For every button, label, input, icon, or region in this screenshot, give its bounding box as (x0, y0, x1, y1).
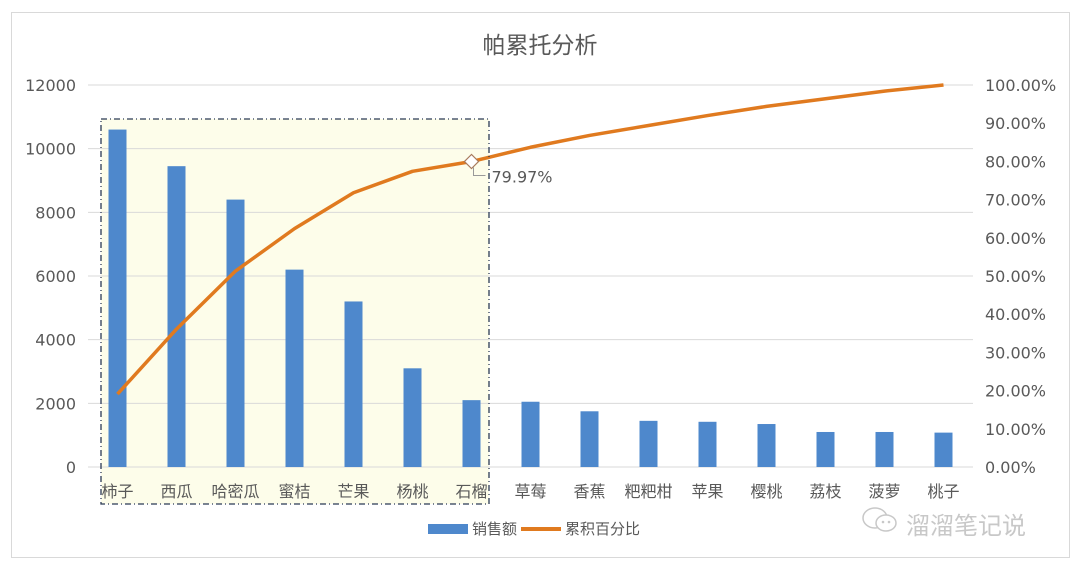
y-left-tick: 8000 (35, 203, 76, 222)
x-tick: 香蕉 (573, 482, 605, 501)
bar (344, 301, 363, 467)
x-tick: 蜜桔 (278, 482, 310, 501)
y-right-tick: 90.00% (985, 114, 1046, 133)
annotation-marker (463, 153, 480, 170)
y-right-tick: 30.00% (985, 343, 1046, 362)
legend-line-label: 累积百分比 (565, 520, 641, 538)
bar (639, 420, 658, 467)
highlight-border (100, 118, 490, 505)
bar (403, 368, 422, 467)
x-tick: 哈密瓜 (211, 482, 259, 501)
legend-bar-label: 销售额 (472, 520, 518, 538)
x-tick: 草莓 (514, 482, 546, 501)
bar (521, 401, 540, 467)
bar (285, 269, 304, 467)
bar (167, 166, 186, 468)
x-tick: 粑粑柑 (624, 482, 672, 501)
y-right-tick: 100.00% (985, 76, 1056, 95)
legend-line-swatch (521, 526, 562, 531)
bar (226, 199, 245, 467)
y-left-tick: 0 (66, 458, 76, 477)
bar (108, 129, 127, 468)
chart-title: 帕累托分析 (482, 33, 598, 59)
bar (698, 421, 717, 467)
y-left-tick: 12000 (25, 76, 76, 95)
bar (462, 400, 481, 467)
watermark: 溜溜笔记说 (860, 505, 1026, 541)
y-right-tick: 80.00% (985, 152, 1046, 171)
x-tick: 芒果 (337, 482, 369, 501)
y-right-tick: 20.00% (985, 382, 1046, 401)
wechat-icon (860, 505, 900, 541)
x-tick: 桃子 (927, 482, 959, 501)
x-tick: 菠萝 (868, 482, 900, 501)
bar (757, 424, 776, 467)
x-tick: 荔枝 (809, 482, 841, 501)
annotation-label: 79.97% (492, 168, 553, 187)
x-tick: 西瓜 (160, 482, 192, 501)
y-right-tick: 0.00% (985, 458, 1036, 477)
x-tick: 柿子 (101, 482, 133, 501)
y-left-tick: 10000 (25, 140, 76, 159)
x-tick: 石榴 (455, 482, 487, 501)
legend-bar-swatch (428, 523, 468, 534)
y-right-tick: 70.00% (985, 191, 1046, 210)
y-left-tick: 2000 (35, 394, 76, 413)
cumulative-line (116, 83, 944, 396)
y-right-tick: 60.00% (985, 229, 1046, 248)
y-right-tick: 10.00% (985, 420, 1046, 439)
watermark-text: 溜溜笔记说 (906, 511, 1026, 540)
bar (816, 431, 835, 467)
y-left-tick: 6000 (35, 267, 76, 286)
annotation-leader (473, 167, 486, 177)
x-tick: 苹果 (691, 482, 723, 501)
bar (934, 432, 953, 467)
bar (580, 411, 599, 467)
legend: 销售额 累积百分比 (428, 518, 640, 539)
y-right-tick: 40.00% (985, 305, 1046, 324)
x-tick: 杨桃 (396, 482, 428, 501)
bar (875, 431, 894, 467)
y-left-tick: 4000 (35, 331, 76, 350)
x-tick: 樱桃 (750, 482, 782, 501)
y-right-tick: 50.00% (985, 267, 1046, 286)
